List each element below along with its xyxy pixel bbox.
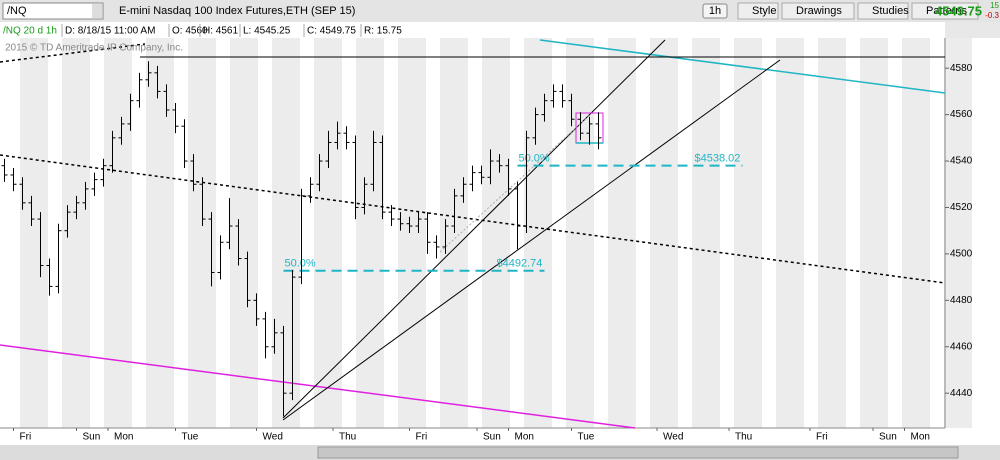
aggregation-button[interactable] — [702, 3, 728, 19]
y-tick-label: 4500 — [950, 249, 973, 260]
aggregation: 1h — [709, 5, 721, 17]
toolbar-button[interactable] — [911, 2, 979, 20]
y-tick-label: 4580 — [950, 63, 973, 74]
x-tick-label: Fri — [416, 432, 428, 443]
x-tick-label: Sun — [83, 432, 101, 443]
x-tick-label: Tue — [578, 432, 595, 443]
fib-ratio: 50.0% — [285, 258, 316, 270]
info-bar — [0, 22, 945, 38]
session-band — [650, 38, 678, 428]
trendline — [282, 59, 781, 421]
symbol-box[interactable] — [2, 2, 104, 20]
symbol: /NQ — [7, 5, 27, 17]
session-band — [356, 38, 384, 428]
x-tick-label: Tue — [182, 432, 199, 443]
trendline — [282, 39, 666, 419]
session-band — [860, 38, 888, 428]
trendline — [439, 114, 591, 253]
x-tick-label: Mon — [515, 432, 534, 443]
x-tick-label: Sun — [879, 432, 897, 443]
x-tick-label: Thu — [339, 432, 356, 443]
last-price: 4549.75 — [935, 3, 982, 18]
dropdown[interactable] — [92, 4, 102, 18]
session-band — [398, 38, 426, 428]
x-tick-label: Mon — [911, 432, 930, 443]
session-band — [608, 38, 636, 428]
info-low: L: 4545.25 — [243, 26, 291, 37]
toolbar-button-label: Patterns — [926, 5, 967, 17]
session-band — [524, 38, 552, 428]
info-open: O: 4560 — [172, 26, 208, 37]
y-tick-label: 4520 — [950, 202, 973, 213]
session-band — [818, 38, 846, 428]
watermark: 2015 © TD Ameritrade IP Company, Inc. — [5, 43, 183, 54]
session-band — [146, 38, 174, 428]
session-band — [734, 38, 762, 428]
axis-corner — [945, 22, 1000, 38]
info-date: D: 8/18/15 11:00 AM — [65, 26, 155, 37]
info-study: /NQ 20 d 1h — [3, 26, 57, 37]
toolbar-button[interactable] — [781, 2, 855, 20]
trendline — [0, 154, 946, 284]
x-tick-label: Mon — [114, 432, 133, 443]
session-band — [314, 38, 342, 428]
y-tick-label: 4480 — [950, 295, 973, 306]
x-tick-label: Fri — [816, 432, 828, 443]
session-band — [902, 38, 930, 428]
session-band — [566, 38, 594, 428]
session-band — [272, 38, 300, 428]
session-band — [692, 38, 720, 428]
change: 15 — [990, 1, 999, 10]
session-band — [482, 38, 510, 428]
session-band — [776, 38, 804, 428]
toolbar-button-label: Style — [752, 5, 776, 17]
session-band — [944, 38, 972, 428]
y-tick-label: 4460 — [950, 341, 973, 352]
fib-price: $4492.74 — [497, 258, 543, 270]
trendline — [0, 43, 146, 63]
y-tick-label: 4540 — [950, 156, 973, 167]
y-tick-label: 4440 — [950, 388, 973, 399]
trendline — [0, 344, 636, 429]
x-tick-label: Wed — [663, 432, 683, 443]
info-close: C: 4549.75 — [307, 26, 356, 37]
description: E-mini Nasdaq 100 Index Futures,ETH (SEP… — [119, 5, 355, 17]
scroll-thumb[interactable] — [317, 446, 959, 459]
trendline — [539, 39, 946, 94]
fib-ratio: 50.0% — [519, 153, 550, 165]
session-band — [104, 38, 132, 428]
x-tick-label: Fri — [20, 432, 32, 443]
info-range: R: 15.75 — [364, 26, 402, 37]
toolbar-button[interactable] — [857, 2, 909, 20]
toolbar-button[interactable] — [737, 2, 779, 20]
session-band — [20, 38, 48, 428]
fib-price: $4538.02 — [695, 153, 741, 165]
info-high: H: 4561 — [203, 26, 238, 37]
session-band — [230, 38, 258, 428]
x-tick-label: Sun — [483, 432, 501, 443]
session-band — [62, 38, 90, 428]
change-pct: -0.3 — [985, 11, 999, 20]
toolbar-button-label: Studies — [872, 5, 909, 17]
x-tick-label: Wed — [263, 432, 283, 443]
y-tick-label: 4560 — [950, 109, 973, 120]
toolbar-button-label: Drawings — [796, 5, 842, 17]
x-tick-label: Thu — [735, 432, 752, 443]
